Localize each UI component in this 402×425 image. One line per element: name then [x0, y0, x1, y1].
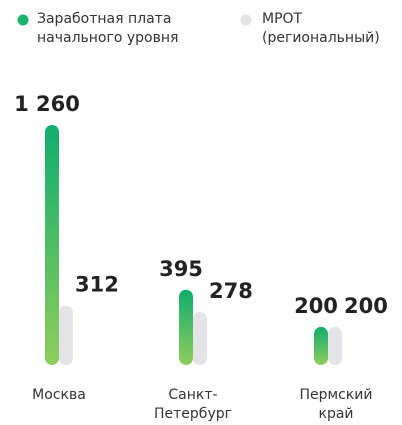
- legend-dot: [240, 14, 252, 26]
- bar: [328, 326, 342, 365]
- value-label: 312: [75, 273, 119, 297]
- legend-label: МРОТ (региональный): [262, 11, 380, 46]
- bar: [45, 125, 59, 365]
- bar: [179, 289, 193, 365]
- category-label: Санкт-Петербург: [154, 387, 232, 422]
- legend-dot: [17, 14, 29, 26]
- value-label: 395: [159, 257, 203, 281]
- value-label: 278: [209, 279, 253, 303]
- category-label: Москва: [32, 387, 86, 403]
- bar: [59, 305, 73, 365]
- category-label: Пермский край: [299, 387, 373, 422]
- value-label: 1 260: [14, 92, 80, 116]
- legend-label: Заработная плата начального уровня: [37, 11, 179, 46]
- bar: [314, 326, 328, 365]
- bar: [193, 312, 207, 365]
- value-label: 200: [344, 294, 388, 318]
- value-label: 200: [294, 294, 338, 318]
